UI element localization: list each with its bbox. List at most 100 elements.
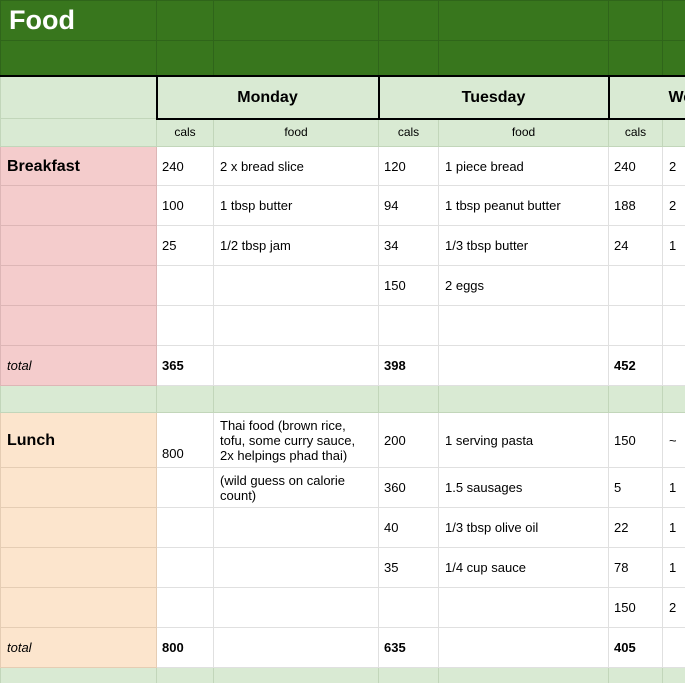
band-cell[interactable]	[0, 40, 157, 77]
cell-lunch1-wednesday-cals[interactable]: 150	[608, 412, 663, 468]
cell-breakfast2-monday-food[interactable]: 1 tbsp butter	[213, 185, 379, 226]
cell-lunch5-wednesday-food[interactable]: 2	[662, 587, 685, 628]
cell-lunch2-tuesday-food[interactable]: 1.5 sausages	[438, 467, 609, 508]
cell-lunch3-tuesday-food[interactable]: 1/3 tbsp olive oil	[438, 507, 609, 548]
cell-lunch3-wednesday-food[interactable]: 1	[662, 507, 685, 548]
cell-lunch2-tuesday-cals[interactable]: 360	[378, 467, 439, 508]
subheader-tuesday-cals[interactable]: cals	[378, 118, 439, 147]
spacer-cell[interactable]	[438, 667, 609, 683]
cell-lunch-total-tuesday-food[interactable]	[438, 627, 609, 668]
cell-lunch3-wednesday-cals[interactable]: 22	[608, 507, 663, 548]
cell-breakfast2-wednesday-food[interactable]: 2	[662, 185, 685, 226]
band-cell[interactable]	[438, 0, 609, 41]
spacer-cell[interactable]	[608, 385, 663, 413]
subheader-wednesday-cals[interactable]: cals	[608, 118, 663, 147]
lunch-total-label[interactable]: total	[0, 627, 157, 668]
lunch-label-column-cell[interactable]	[0, 587, 157, 628]
cell-lunch4-monday-cals[interactable]	[156, 547, 214, 588]
column-header-tuesday[interactable]: Tuesday	[377, 75, 609, 120]
cell-lunch-total-monday-food[interactable]	[213, 627, 379, 668]
subheader-monday-cals[interactable]: cals	[156, 118, 214, 147]
column-header-wednesday[interactable]: Wednesday	[607, 75, 685, 120]
cell-breakfast3-monday-food[interactable]: 1/2 tbsp jam	[213, 225, 379, 266]
corner-cell[interactable]	[0, 75, 157, 119]
cell-lunch4-tuesday-cals[interactable]: 35	[378, 547, 439, 588]
cell-breakfast1-monday-food[interactable]: 2 x bread slice	[213, 146, 379, 186]
cell-breakfast1-wednesday-food[interactable]: 2	[662, 146, 685, 186]
lunch-label-column-cell[interactable]	[0, 467, 157, 508]
cell-breakfast4-wednesday-food[interactable]	[662, 265, 685, 306]
cell-breakfast5-wednesday-cals[interactable]	[608, 305, 663, 346]
spacer-cell[interactable]	[662, 667, 685, 683]
cell-lunch5-monday-cals[interactable]	[156, 587, 214, 628]
cell-lunch1-tuesday-cals[interactable]: 200	[378, 412, 439, 468]
cell-breakfast3-wednesday-cals[interactable]: 24	[608, 225, 663, 266]
cell-breakfast-total-monday[interactable]: 365	[156, 345, 214, 386]
cell-breakfast4-monday-cals[interactable]	[156, 265, 214, 306]
cell-lunch-total-monday[interactable]: 800	[156, 627, 214, 668]
subheader-wednesday-food[interactable]: food	[662, 118, 685, 147]
band-cell[interactable]	[378, 40, 439, 77]
cell-breakfast2-tuesday-cals[interactable]: 94	[378, 185, 439, 226]
cell-breakfast4-tuesday-food[interactable]: 2 eggs	[438, 265, 609, 306]
cell-breakfast-total-monday-food[interactable]	[213, 345, 379, 386]
band-cell[interactable]	[213, 0, 379, 41]
cell-lunch2-wednesday-cals[interactable]: 5	[608, 467, 663, 508]
band-cell[interactable]	[156, 40, 214, 77]
spacer-cell[interactable]	[378, 667, 439, 683]
cell-lunch4-wednesday-food[interactable]: 1	[662, 547, 685, 588]
breakfast-label-column-cell[interactable]	[0, 225, 157, 266]
column-header-monday[interactable]: Monday	[155, 75, 379, 120]
cell-breakfast2-monday-cals[interactable]: 100	[156, 185, 214, 226]
cell-lunch1-tuesday-food[interactable]: 1 serving pasta	[438, 412, 609, 468]
cell-lunch1-monday-cals[interactable]: 800	[156, 412, 214, 468]
band-cell[interactable]	[213, 40, 379, 77]
cell-lunch4-wednesday-cals[interactable]: 78	[608, 547, 663, 588]
cell-breakfast2-tuesday-food[interactable]: 1 tbsp peanut butter	[438, 185, 609, 226]
cell-lunch-total-wednesday[interactable]: 405	[608, 627, 663, 668]
subheader-tuesday-food[interactable]: food	[438, 118, 609, 147]
cell-breakfast3-wednesday-food[interactable]: 1	[662, 225, 685, 266]
breakfast-label-column-cell[interactable]	[0, 305, 157, 346]
cell-breakfast5-monday-cals[interactable]	[156, 305, 214, 346]
cell-breakfast4-monday-food[interactable]	[213, 265, 379, 306]
spacer-cell[interactable]	[213, 385, 379, 413]
sheet-title-cell[interactable]: Food	[0, 0, 157, 41]
spacer-cell[interactable]	[213, 667, 379, 683]
band-cell[interactable]	[662, 40, 685, 77]
cell-breakfast-total-tuesday[interactable]: 398	[378, 345, 439, 386]
cell-breakfast1-tuesday-food[interactable]: 1 piece bread	[438, 146, 609, 186]
cell-breakfast1-tuesday-cals[interactable]: 120	[378, 146, 439, 186]
cell-lunch1-wednesday-food[interactable]: ~	[662, 412, 685, 468]
spacer-cell[interactable]	[0, 385, 157, 413]
cell-breakfast3-tuesday-cals[interactable]: 34	[378, 225, 439, 266]
spacer-cell[interactable]	[608, 667, 663, 683]
breakfast-label-column-cell[interactable]	[0, 185, 157, 226]
cell-lunch5-monday-food[interactable]	[213, 587, 379, 628]
cell-breakfast5-tuesday-food[interactable]	[438, 305, 609, 346]
cell-lunch5-wednesday-cals[interactable]: 150	[608, 587, 663, 628]
spacer-cell[interactable]	[438, 385, 609, 413]
band-cell[interactable]	[608, 0, 663, 41]
cell-lunch2-wednesday-food[interactable]: 1	[662, 467, 685, 508]
band-cell[interactable]	[156, 0, 214, 41]
cell-lunch3-monday-cals[interactable]	[156, 507, 214, 548]
cell-breakfast4-tuesday-cals[interactable]: 150	[378, 265, 439, 306]
cell-lunch-total-tuesday[interactable]: 635	[378, 627, 439, 668]
spacer-cell[interactable]	[156, 385, 214, 413]
spacer-cell[interactable]	[662, 385, 685, 413]
spacer-cell[interactable]	[0, 667, 157, 683]
spacer-cell[interactable]	[156, 667, 214, 683]
cell-breakfast5-tuesday-cals[interactable]	[378, 305, 439, 346]
cell-lunch1-monday-food[interactable]: Thai food (brown rice, tofu, some curry …	[213, 412, 379, 468]
lunch-label-column-cell[interactable]	[0, 547, 157, 588]
section-label-breakfast[interactable]: Breakfast	[0, 146, 157, 186]
lunch-label-column-cell[interactable]	[0, 507, 157, 548]
cell-breakfast-total-wednesday-food[interactable]	[662, 345, 685, 386]
cell-breakfast2-wednesday-cals[interactable]: 188	[608, 185, 663, 226]
cell-breakfast4-wednesday-cals[interactable]	[608, 265, 663, 306]
band-cell[interactable]	[378, 0, 439, 41]
cell-lunch-total-wednesday-food[interactable]	[662, 627, 685, 668]
cell-breakfast3-tuesday-food[interactable]: 1/3 tbsp butter	[438, 225, 609, 266]
section-label-lunch[interactable]: Lunch	[0, 412, 157, 468]
